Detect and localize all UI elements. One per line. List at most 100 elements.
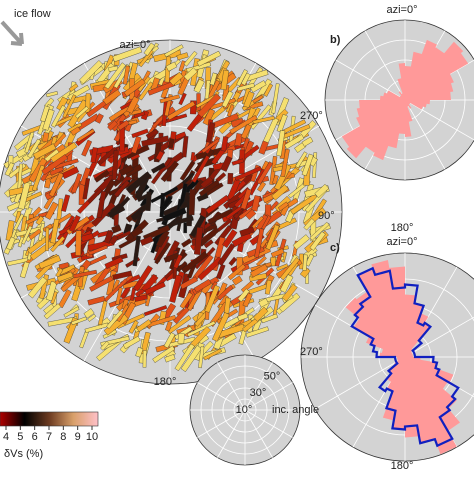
splitting-bar xyxy=(197,93,221,118)
tick-label: 10 xyxy=(86,431,98,443)
splitting-bar xyxy=(71,316,87,326)
splitting-bar xyxy=(276,130,286,157)
ring-label: 30° xyxy=(250,387,267,399)
splitting-bar xyxy=(134,294,148,302)
splitting-bar xyxy=(96,146,118,166)
splitting-bar xyxy=(150,186,179,204)
splitting-bar xyxy=(166,100,196,121)
splitting-bar xyxy=(162,195,173,208)
splitting-bar xyxy=(261,313,278,324)
splitting-bar xyxy=(193,79,205,94)
splitting-bar xyxy=(28,228,42,240)
splitting-bar xyxy=(251,195,261,212)
splitting-bar xyxy=(151,162,166,174)
splitting-bar xyxy=(81,139,92,157)
splitting-bar xyxy=(178,92,187,106)
south-label: 180° xyxy=(154,376,177,388)
splitting-bar xyxy=(108,65,119,72)
splitting-bar xyxy=(56,271,74,282)
splitting-bar xyxy=(138,81,154,101)
splitting-bar xyxy=(281,283,298,302)
splitting-bar xyxy=(80,233,94,242)
splitting-bar xyxy=(112,270,133,280)
splitting-bar xyxy=(217,243,236,266)
splitting-bar xyxy=(112,46,143,63)
splitting-bar xyxy=(189,214,206,238)
splitting-bar xyxy=(252,115,275,124)
west-label: 270° xyxy=(300,346,323,358)
splitting-bar xyxy=(79,60,103,85)
tick-label: 9 xyxy=(75,431,81,443)
splitting-bar xyxy=(245,209,257,220)
splitting-bar xyxy=(295,151,308,169)
splitting-bar xyxy=(49,166,64,176)
splitting-bar xyxy=(179,292,193,309)
splitting-bar xyxy=(234,166,263,181)
splitting-bar xyxy=(276,114,288,133)
splitting-bar xyxy=(131,128,149,139)
splitting-bar xyxy=(44,201,59,220)
splitting-bar xyxy=(135,347,144,358)
splitting-bar xyxy=(4,162,15,177)
rose-b xyxy=(324,19,474,181)
splitting-bar xyxy=(63,306,80,318)
tick-label: 6 xyxy=(32,431,38,443)
splitting-bar xyxy=(76,128,95,142)
splitting-bar xyxy=(236,69,248,87)
splitting-bar xyxy=(198,179,220,197)
splitting-bar xyxy=(205,194,230,215)
splitting-bar xyxy=(109,234,119,245)
splitting-bar xyxy=(87,295,106,306)
splitting-bar xyxy=(264,279,272,295)
splitting-bar xyxy=(111,150,119,181)
splitting-bar xyxy=(234,133,243,147)
splitting-bar xyxy=(38,255,61,269)
splitting-bar xyxy=(143,305,168,317)
splitting-bar xyxy=(47,316,78,327)
splitting-bar xyxy=(117,119,130,131)
splitting-bar xyxy=(229,115,258,135)
splitting-bar xyxy=(299,266,311,278)
splitting-bar xyxy=(115,287,123,305)
splitting-bar xyxy=(181,251,209,274)
splitting-bar xyxy=(62,94,77,118)
splitting-bar xyxy=(250,80,267,93)
splitting-bar xyxy=(51,105,66,128)
west-label: 270° xyxy=(300,110,323,122)
splitting-bar xyxy=(191,155,210,183)
splitting-bar xyxy=(226,104,235,117)
splitting-bar xyxy=(303,218,315,231)
splitting-bar xyxy=(73,269,98,279)
splitting-bar xyxy=(144,281,166,295)
splitting-bar xyxy=(181,172,195,185)
rose-petals xyxy=(341,39,469,161)
south-label: 180° xyxy=(391,460,414,472)
splitting-bar xyxy=(122,65,130,85)
splitting-bar xyxy=(188,189,196,216)
splitting-bar xyxy=(165,320,173,332)
splitting-bar xyxy=(258,140,269,155)
splitting-bar xyxy=(301,153,314,177)
splitting-bar xyxy=(86,100,107,118)
splitting-bar xyxy=(200,176,214,189)
splitting-bar xyxy=(123,78,146,97)
splitting-bar xyxy=(103,230,114,244)
splitting-bar xyxy=(6,236,16,251)
splitting-bar xyxy=(240,123,252,140)
splitting-bar xyxy=(201,138,220,154)
inset: 50° 30° 10° inc. angle xyxy=(189,354,319,466)
splitting-bar xyxy=(271,184,289,201)
ice-flow-arrow xyxy=(0,20,24,46)
south-label: 180° xyxy=(391,222,414,234)
splitting-bar xyxy=(240,280,255,294)
splitting-bar xyxy=(257,181,266,192)
splitting-bar xyxy=(272,174,279,185)
splitting-bar xyxy=(130,136,142,154)
splitting-bar xyxy=(43,303,62,320)
splitting-bar xyxy=(41,154,69,176)
splitting-bar xyxy=(227,172,234,185)
splitting-bar xyxy=(302,254,308,271)
splitting-bar xyxy=(231,158,244,166)
